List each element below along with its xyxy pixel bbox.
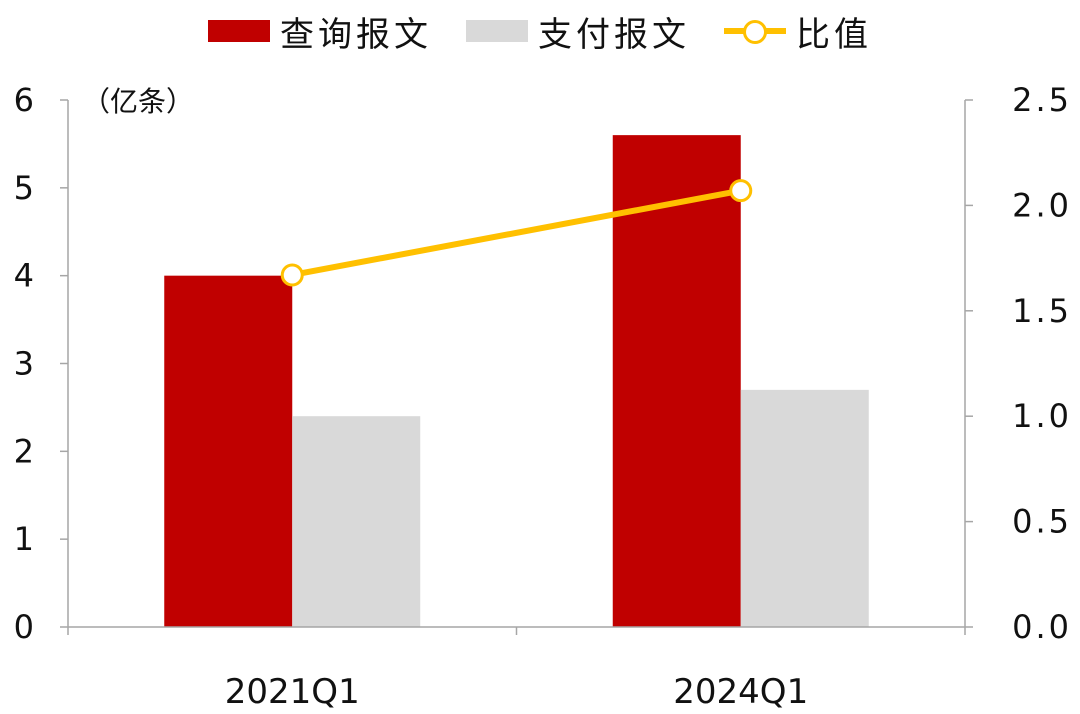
legend-swatch-query (208, 20, 270, 42)
legend-swatch-payment (466, 20, 528, 42)
legend: 查询报文 支付报文 比值 (0, 6, 1080, 56)
right-tick-label-0: 0.0 (1012, 608, 1072, 646)
right-tick-label-3: 1.5 (1012, 292, 1072, 330)
left-tick-label-6: 6 (14, 81, 34, 119)
legend-swatch-ratio (724, 20, 786, 44)
right-tick-label-5: 2.5 (1012, 81, 1072, 119)
right-tick-label-1: 0.5 (1012, 503, 1072, 541)
legend-label-query: 查询报文 (280, 14, 432, 55)
right-tick-label-2: 1.0 (1012, 397, 1072, 435)
left-tick-label-0: 0 (14, 608, 34, 646)
left-tick-label-3: 3 (14, 345, 34, 383)
category-label-1: 2024Q1 (673, 672, 808, 712)
legend-item-query: 查询报文 (208, 7, 432, 56)
bar-payment-1 (740, 389, 869, 627)
legend-item-ratio: 比值 (724, 7, 872, 56)
bar-query-1 (612, 135, 741, 627)
bar-query-0 (164, 275, 293, 627)
ratio-point-1 (729, 179, 753, 203)
left-tick-label-1: 1 (14, 520, 34, 558)
legend-label-payment: 支付报文 (538, 14, 690, 55)
category-label-0: 2021Q1 (225, 672, 360, 712)
right-tick-label-4: 2.0 (1012, 186, 1072, 224)
legend-item-payment: 支付报文 (466, 7, 690, 56)
left-tick-label-5: 5 (14, 169, 34, 207)
ratio-line (291, 187, 742, 278)
ratio-point-0 (280, 263, 304, 287)
legend-label-ratio: 比值 (796, 14, 872, 55)
bar-payment-0 (292, 416, 421, 627)
unit-label: （亿条） (82, 85, 195, 118)
left-tick-label-4: 4 (14, 257, 34, 295)
left-tick-label-2: 2 (14, 432, 34, 470)
